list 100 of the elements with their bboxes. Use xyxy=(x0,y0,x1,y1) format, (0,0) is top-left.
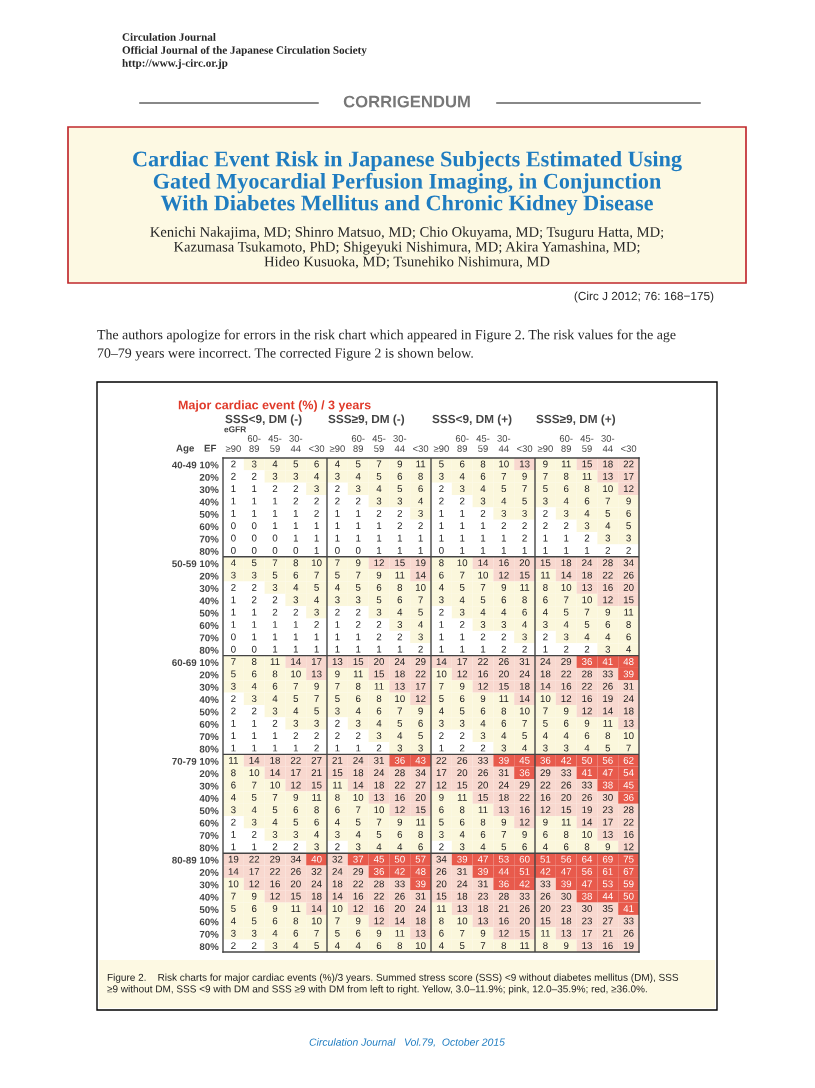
data-label: 5 xyxy=(231,670,236,678)
y-tick-label: 70% xyxy=(199,535,219,543)
data-label: 9 xyxy=(501,584,507,591)
data-label: 5 xyxy=(293,460,299,468)
data-label: 4 xyxy=(355,831,361,838)
data-label: 2 xyxy=(459,744,465,752)
data-label: 1 xyxy=(439,744,444,752)
data-label: 14 xyxy=(582,818,593,826)
data-label: 36 xyxy=(394,756,405,764)
data-label: 57 xyxy=(415,855,426,863)
data-label: 1 xyxy=(335,621,340,628)
data-label: 6 xyxy=(563,843,569,851)
data-label: 61 xyxy=(602,868,613,875)
data-label: 18 xyxy=(415,917,426,925)
data-label: 3 xyxy=(335,707,340,715)
data-label: 26 xyxy=(561,781,572,789)
data-label: 9 xyxy=(626,497,631,505)
data-label: 26 xyxy=(623,929,634,937)
data-label: 1 xyxy=(377,645,382,653)
data-label: 4 xyxy=(584,633,590,641)
data-label: 4 xyxy=(542,843,548,851)
data-label: 12 xyxy=(395,806,405,814)
data-label: 4 xyxy=(418,621,424,628)
data-label: 16 xyxy=(478,670,488,678)
data-label: 56 xyxy=(581,868,592,875)
data-label: 24 xyxy=(374,769,385,777)
chart-title: Major cardiac event (%) / 3 years xyxy=(178,400,371,412)
data-label: 4 xyxy=(563,497,569,505)
data-label: 34 xyxy=(290,855,301,863)
data-label: 2 xyxy=(563,522,569,530)
data-label: 7 xyxy=(335,917,340,925)
data-label: 13 xyxy=(332,658,343,665)
data-label: 24 xyxy=(582,559,593,567)
data-label: 1 xyxy=(252,621,257,628)
data-label: 7 xyxy=(501,831,507,838)
data-label: 4 xyxy=(314,831,320,838)
data-label: 26 xyxy=(394,892,405,900)
data-label: 6 xyxy=(501,719,507,727)
data-label: 16 xyxy=(540,793,551,801)
data-label: 2 xyxy=(439,732,444,740)
y-tick-label: 50-59 10% xyxy=(172,560,219,568)
data-label: 6 xyxy=(543,831,548,838)
data-label: 8 xyxy=(418,831,423,838)
data-label: 3 xyxy=(293,472,299,480)
data-label: 13 xyxy=(603,831,613,838)
data-label: 1 xyxy=(273,744,278,752)
data-label: 3 xyxy=(335,472,340,480)
data-label: 4 xyxy=(334,460,340,468)
data-label: 18 xyxy=(540,670,551,678)
data-label: 1 xyxy=(460,510,465,517)
data-label: 2 xyxy=(314,497,319,505)
data-label: 4 xyxy=(376,843,382,851)
data-label: 4 xyxy=(438,942,444,949)
data-label: 5 xyxy=(459,707,465,715)
y-tick-label: 80% xyxy=(199,943,219,951)
data-label: 4 xyxy=(251,806,257,814)
data-label: 6 xyxy=(480,472,486,480)
data-label: 6 xyxy=(605,621,611,628)
data-label: 3 xyxy=(231,806,236,814)
data-label: 36 xyxy=(581,658,592,665)
data-label: 3 xyxy=(293,831,299,838)
data-label: 3 xyxy=(480,621,486,628)
data-label: 5 xyxy=(314,584,319,591)
data-label: 7 xyxy=(439,682,444,690)
data-label: 11 xyxy=(499,695,509,702)
data-label: 1 xyxy=(252,497,257,505)
data-label: 2 xyxy=(376,744,382,752)
data-label: 6 xyxy=(251,905,257,912)
data-label: 7 xyxy=(356,571,361,579)
data-label: 42 xyxy=(519,880,530,888)
data-label: 3 xyxy=(355,596,361,604)
data-label: 9 xyxy=(439,793,444,801)
data-label: 14 xyxy=(228,868,239,875)
data-label: 22 xyxy=(623,460,634,468)
data-label: 9 xyxy=(355,559,361,567)
data-label: 4 xyxy=(334,942,340,949)
data-label: 5 xyxy=(439,695,444,703)
data-label: 50 xyxy=(394,855,405,863)
data-label: 4 xyxy=(480,608,486,616)
data-label: 6 xyxy=(293,929,299,937)
data-label: 8 xyxy=(584,843,590,851)
data-label: 3 xyxy=(335,596,340,604)
data-label: 7 xyxy=(522,719,527,727)
data-label: 1 xyxy=(335,744,340,752)
data-label: 3 xyxy=(397,621,403,628)
data-label: 23 xyxy=(478,892,488,900)
data-label: 4 xyxy=(542,608,548,616)
data-label: 18 xyxy=(623,707,634,715)
data-label: 3 xyxy=(439,719,444,727)
data-label: 5 xyxy=(439,818,444,826)
data-label: 2 xyxy=(355,497,361,505)
data-label: 6 xyxy=(563,485,569,493)
data-label: 7 xyxy=(231,892,236,900)
data-label: 0 xyxy=(355,546,361,554)
data-label: 1 xyxy=(293,510,299,517)
data-label: 3 xyxy=(272,707,278,715)
data-label: 20 xyxy=(394,905,405,912)
data-label: 42 xyxy=(394,868,405,875)
data-label: 3 xyxy=(563,633,569,641)
data-label: 24 xyxy=(394,658,405,665)
